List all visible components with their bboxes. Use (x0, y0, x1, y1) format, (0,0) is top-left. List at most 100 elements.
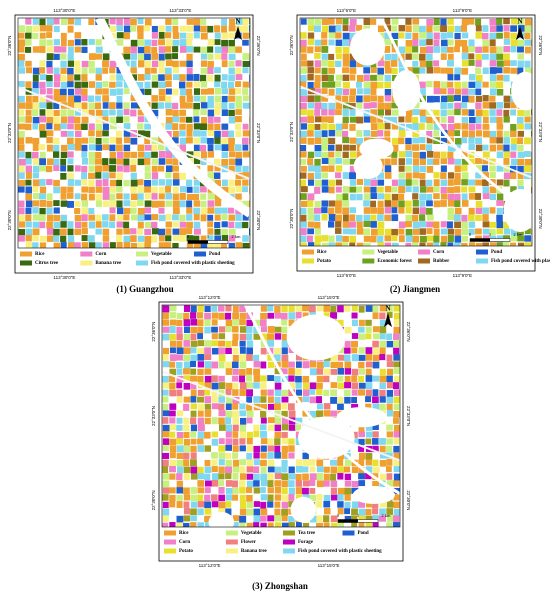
land-patch (172, 74, 180, 81)
land-patch (116, 144, 123, 152)
land-patch (482, 242, 489, 246)
land-patch (363, 74, 370, 82)
land-patch (32, 144, 39, 151)
land-patch (412, 60, 419, 67)
land-patch (46, 137, 53, 144)
land-patch (531, 151, 532, 159)
land-patch (88, 102, 95, 110)
land-patch (454, 95, 461, 102)
land-patch (524, 228, 531, 235)
land-patch (274, 354, 281, 362)
land-patch (169, 459, 177, 467)
land-patch (130, 18, 137, 26)
land-patch (158, 25, 165, 32)
land-patch (461, 25, 468, 32)
map-area (18, 18, 250, 248)
panel-caption: (2) Jiangmen (390, 284, 440, 294)
land-patch (433, 81, 441, 88)
land-patch (300, 67, 308, 74)
land-patch (468, 207, 475, 215)
land-patch (242, 172, 250, 179)
land-patch (524, 165, 531, 173)
land-patch (393, 515, 400, 523)
land-patch (172, 137, 179, 144)
land-patch (295, 375, 302, 383)
land-patch (169, 522, 176, 527)
land-patch (351, 347, 358, 354)
land-patch (302, 312, 309, 319)
land-patch (447, 207, 454, 215)
land-patch (358, 424, 365, 432)
land-patch (214, 32, 221, 39)
land-patch (214, 172, 221, 179)
land-patch (214, 235, 222, 242)
land-patch (200, 88, 208, 95)
land-patch (300, 165, 307, 172)
land-patch (489, 67, 497, 74)
scale-label: 1 (489, 232, 491, 237)
land-patch (218, 326, 226, 333)
land-patch (221, 39, 228, 47)
land-patch (218, 508, 225, 516)
lon-label: 113°6'0"E (337, 273, 356, 278)
land-patch (314, 46, 321, 53)
land-patch (81, 81, 89, 88)
land-patch (475, 32, 483, 39)
land-patch (323, 515, 330, 523)
scale-label: 1 (357, 513, 359, 518)
land-patch (235, 18, 243, 25)
land-patch (197, 305, 204, 312)
land-patch (183, 494, 191, 501)
land-patch (25, 60, 32, 67)
land-patch (274, 382, 282, 390)
land-patch (288, 487, 295, 495)
land-patch (349, 144, 356, 151)
land-patch (330, 522, 338, 527)
lat-label: 22°36'0"N (7, 36, 12, 56)
land-patch (165, 158, 173, 165)
land-patch (239, 473, 247, 480)
land-patch (218, 417, 225, 425)
land-patch (384, 165, 392, 173)
land-patch (302, 375, 310, 383)
land-patch (517, 235, 525, 242)
land-patch (344, 466, 351, 473)
land-patch (426, 137, 433, 144)
land-patch (281, 326, 288, 334)
land-patch (447, 186, 455, 194)
land-patch (232, 326, 239, 333)
land-patch (207, 151, 214, 158)
land-patch (211, 459, 218, 466)
land-patch (109, 207, 116, 214)
land-patch (123, 18, 130, 26)
land-patch (218, 403, 225, 411)
land-patch (137, 74, 145, 81)
land-patch (158, 74, 165, 81)
land-patch (193, 214, 200, 221)
land-patch (314, 214, 321, 222)
land-patch (365, 368, 372, 376)
land-patch (300, 179, 306, 187)
land-patch (183, 319, 191, 327)
land-patch (214, 193, 222, 201)
land-patch (214, 221, 221, 229)
land-patch (300, 18, 307, 25)
land-patch (158, 81, 166, 88)
land-patch (162, 424, 170, 432)
land-patch (253, 515, 261, 523)
land-patch (379, 305, 387, 312)
land-patch (39, 60, 46, 67)
land-patch (211, 452, 218, 459)
land-patch (197, 354, 205, 361)
land-patch (344, 501, 351, 509)
land-patch (88, 207, 95, 215)
panel-caption: (1) Guangzhou (116, 284, 173, 294)
lat-label: 22°36'0"N (256, 36, 261, 56)
land-patch (116, 39, 124, 46)
land-patch (109, 165, 116, 172)
land-patch (218, 501, 226, 509)
land-patch (398, 151, 406, 158)
land-patch (249, 242, 250, 248)
land-patch (200, 109, 207, 115)
land-patch (412, 144, 420, 151)
